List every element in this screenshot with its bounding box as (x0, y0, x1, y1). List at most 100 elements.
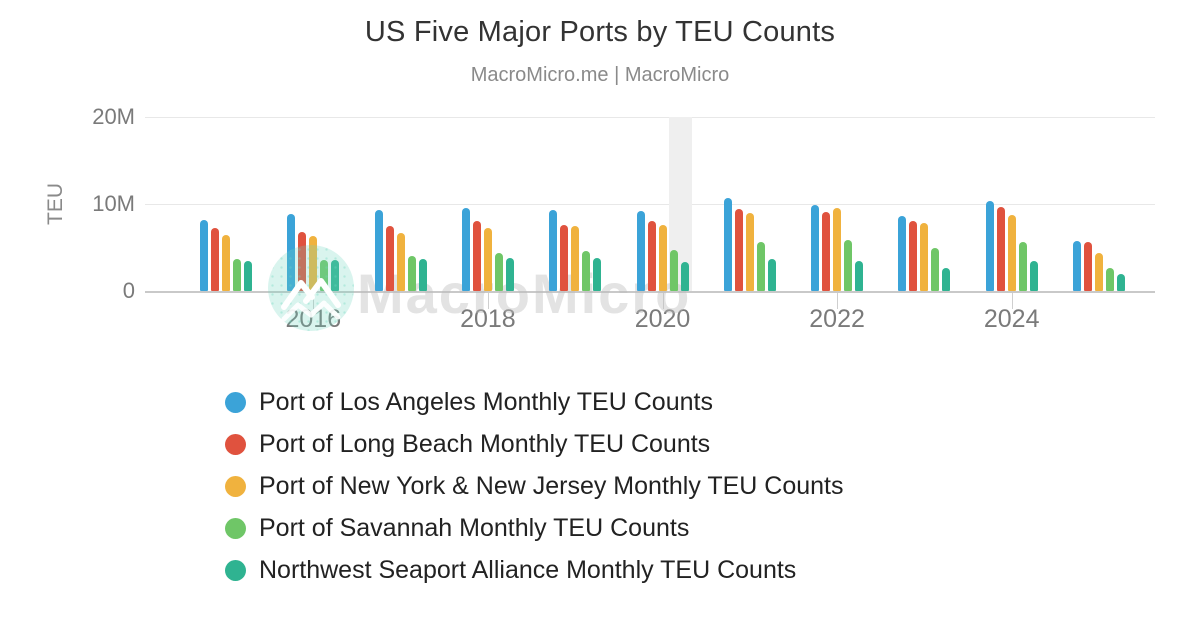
bar-group-2017 (374, 117, 427, 291)
y-gridline (145, 204, 1155, 205)
bar[interactable] (1029, 261, 1038, 291)
bar[interactable] (571, 225, 580, 291)
bar[interactable] (855, 261, 864, 291)
bar[interactable] (483, 228, 492, 291)
legend-item[interactable]: Port of Savannah Monthly TEU Counts (225, 507, 844, 549)
bar[interactable] (647, 220, 656, 291)
bar[interactable] (222, 235, 230, 291)
y-tick-label: 20M (92, 104, 135, 129)
bar[interactable] (385, 225, 394, 291)
bar[interactable] (298, 231, 307, 291)
legend-label: Port of Savannah Monthly TEU Counts (259, 513, 690, 542)
legend-label: Port of Los Angeles Monthly TEU Counts (259, 387, 713, 416)
plot-area: MacroMicro 010M20M20162018202020222024 (92, 104, 1155, 333)
bar[interactable] (494, 252, 503, 291)
bar[interactable] (287, 213, 296, 291)
bar[interactable] (1106, 267, 1114, 291)
bar[interactable] (505, 257, 514, 291)
bar[interactable] (822, 211, 831, 291)
bar[interactable] (549, 210, 558, 291)
bar[interactable] (931, 248, 940, 291)
bar[interactable] (811, 204, 820, 291)
bar[interactable] (680, 262, 689, 291)
x-tick-label: 2024 (983, 305, 1040, 333)
bar[interactable] (723, 197, 732, 291)
bar[interactable] (898, 216, 907, 291)
x-tick-label: 2022 (809, 305, 865, 333)
legend: Port of Los Angeles Monthly TEU Counts Po… (225, 381, 844, 591)
x-tick-mark (313, 291, 315, 309)
bar[interactable] (920, 223, 929, 291)
legend-label: Northwest Seaport Alliance Monthly TEU C… (259, 555, 797, 584)
x-tick-mark (1011, 291, 1013, 309)
bar[interactable] (1018, 242, 1027, 291)
bar[interactable] (833, 208, 842, 291)
legend-label: Port of New York & New Jersey Monthly TE… (259, 471, 844, 500)
bar[interactable] (1073, 240, 1081, 291)
bar[interactable] (211, 228, 219, 291)
bar[interactable] (396, 232, 405, 291)
y-tick-label: 0 (122, 278, 135, 303)
bar[interactable] (320, 259, 329, 291)
legend-item[interactable]: Port of Long Beach Monthly TEU Counts (225, 423, 844, 465)
bar[interactable] (200, 219, 208, 291)
bar[interactable] (1095, 252, 1103, 291)
bar[interactable] (985, 201, 994, 291)
y-tick-label: 10M (92, 191, 135, 216)
legend-item[interactable]: Port of Los Angeles Monthly TEU Counts (225, 381, 844, 423)
bar[interactable] (418, 258, 427, 291)
bar-group-2022 (811, 117, 864, 291)
y-gridline (145, 117, 1155, 118)
bar[interactable] (582, 250, 591, 291)
x-tick-label: 2018 (460, 305, 516, 333)
bar-group-2021 (723, 117, 776, 291)
bar[interactable] (669, 250, 678, 291)
bar[interactable] (909, 221, 918, 291)
bar-group-2025 (1073, 117, 1125, 291)
x-axis-line (145, 291, 1155, 293)
legend-marker-icon (225, 517, 246, 539)
bar[interactable] (636, 210, 645, 291)
bar[interactable] (309, 236, 318, 291)
legend-marker-icon (225, 391, 246, 413)
page-title: US Five Major Ports by TEU Counts (364, 16, 836, 48)
legend-item[interactable]: Port of New York & New Jersey Monthly TE… (225, 465, 844, 507)
bar[interactable] (658, 224, 667, 291)
x-tick-mark (662, 291, 664, 309)
bar[interactable] (407, 256, 416, 291)
legend-item[interactable]: Northwest Seaport Alliance Monthly TEU C… (225, 549, 844, 591)
bar-group-2019 (549, 117, 602, 291)
bar[interactable] (472, 220, 481, 291)
bar[interactable] (734, 209, 743, 291)
bar[interactable] (461, 208, 470, 291)
page-subtitle: MacroMicro.me | MacroMicro (470, 64, 730, 86)
bar[interactable] (844, 239, 853, 291)
bar-group-2016 (287, 117, 340, 291)
bar-group-2018 (461, 117, 514, 291)
x-tick-mark (837, 291, 839, 309)
legend-label: Port of Long Beach Monthly TEU Counts (259, 429, 711, 458)
legend-marker-icon (225, 433, 246, 455)
macromicro-mountain-logo-icon (268, 245, 354, 331)
bar[interactable] (233, 258, 241, 291)
recession-band (668, 117, 692, 291)
bar[interactable] (756, 242, 765, 291)
bar[interactable] (331, 259, 340, 291)
x-tick-mark (487, 291, 489, 309)
bar[interactable] (942, 267, 951, 291)
bar[interactable] (996, 207, 1005, 291)
bar-group-2015 (200, 117, 252, 291)
bar[interactable] (374, 210, 383, 291)
bar-group-2024 (985, 117, 1038, 291)
bar[interactable] (1117, 274, 1125, 291)
bar[interactable] (1084, 242, 1092, 291)
bar[interactable] (1007, 215, 1016, 291)
legend-marker-icon (225, 475, 246, 497)
legend-marker-icon (225, 559, 246, 581)
bar[interactable] (745, 212, 754, 291)
bar[interactable] (244, 260, 252, 291)
bar[interactable] (593, 257, 602, 291)
bar[interactable] (560, 224, 569, 291)
bar[interactable] (767, 258, 776, 291)
